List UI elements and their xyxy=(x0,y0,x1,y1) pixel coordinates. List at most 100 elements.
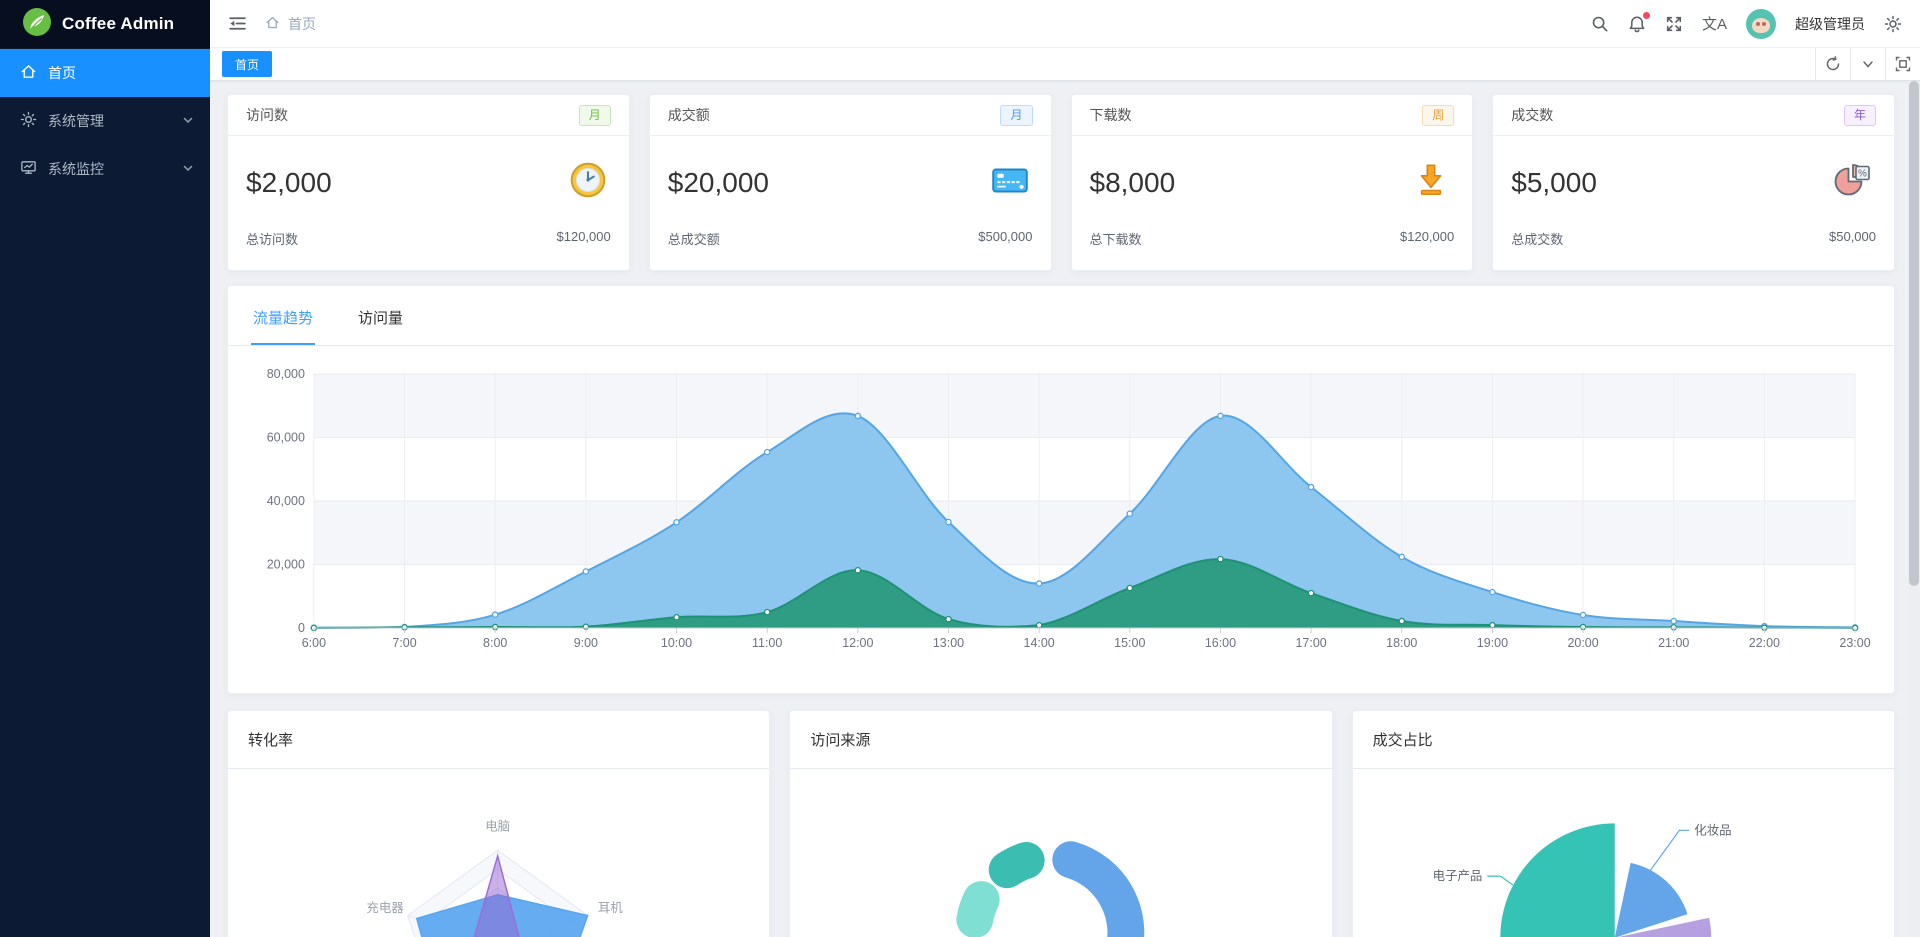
svg-text:7:00: 7:00 xyxy=(392,636,416,650)
sidebar-item-home[interactable]: 首页 xyxy=(0,49,210,97)
clock-icon xyxy=(567,159,609,206)
menu-fold-icon[interactable] xyxy=(228,14,247,33)
svg-text:电子产品: 电子产品 xyxy=(1432,869,1482,883)
sidebar: Coffee Admin 首页 系统管理 xyxy=(0,0,210,937)
fullscreen-icon[interactable] xyxy=(1665,15,1683,33)
svg-text:23:00: 23:00 xyxy=(1839,636,1870,650)
svg-text:40,000: 40,000 xyxy=(267,494,305,508)
svg-text:10:00: 10:00 xyxy=(661,636,692,650)
footer-label: 总成交额 xyxy=(667,232,720,247)
svg-text:化妆品: 化妆品 xyxy=(1694,823,1731,837)
period-badge: 月 xyxy=(1000,104,1033,126)
svg-text:20:00: 20:00 xyxy=(1567,636,1598,650)
scrollbar-thumb[interactable] xyxy=(1909,81,1919,586)
breadcrumb-label: 首页 xyxy=(288,15,316,32)
svg-text:14:00: 14:00 xyxy=(1024,636,1055,650)
refresh-icon[interactable] xyxy=(1815,48,1850,80)
svg-text:22:00: 22:00 xyxy=(1749,636,1780,650)
card-title: 访问来源 xyxy=(810,732,871,749)
tab-traffic-trend[interactable]: 流量趋势 xyxy=(250,307,316,345)
top-navbar: 首页 文A 超级管理员 xyxy=(210,0,1920,48)
period-badge: 周 xyxy=(1422,104,1455,126)
notification-dot xyxy=(1642,11,1650,19)
notification-bell-icon[interactable] xyxy=(1628,11,1650,33)
download-icon xyxy=(1410,159,1452,206)
svg-text:耳机: 耳机 xyxy=(598,901,623,915)
svg-text:19:00: 19:00 xyxy=(1477,636,1508,650)
svg-text:80,000: 80,000 xyxy=(267,367,305,381)
bottom-cards-row: 转化率 电脑 耳机 充电器 访问来源 成交占比 电子产品 化妆品 xyxy=(227,710,1895,937)
period-badge: 年 xyxy=(1843,104,1876,126)
tab-home[interactable]: 首页 xyxy=(222,51,273,77)
monitor-icon xyxy=(20,159,37,179)
traffic-trend-chart: 6:00 7:00 8:00 9:00 10:00 11:00 12:00 13:00 14:0… xyxy=(267,367,1871,650)
svg-text:12:00: 12:00 xyxy=(842,636,873,650)
sidebar-item-label: 首页 xyxy=(48,65,76,81)
footer-value: $50,000 xyxy=(1829,229,1876,244)
stat-card-downloads: 下载数 周 $8,000 总下载数 $120,000 xyxy=(1070,94,1474,271)
footer-value: $120,000 xyxy=(1400,229,1455,244)
spring-leaf-logo-icon xyxy=(22,7,52,42)
svg-text:0: 0 xyxy=(298,621,305,635)
sidebar-item-system-monitor[interactable]: 系统监控 xyxy=(0,145,210,193)
stat-card-visits: 访问数 月 $2,000 xyxy=(227,94,630,271)
visit-source-donut-chart xyxy=(956,841,1145,937)
footer-value: $500,000 xyxy=(978,229,1033,244)
svg-text:9:00: 9:00 xyxy=(574,636,598,650)
tabbar-controls xyxy=(1815,48,1920,80)
home-icon xyxy=(20,63,37,83)
username[interactable]: 超级管理员 xyxy=(1795,15,1865,32)
svg-text:8:00: 8:00 xyxy=(483,636,507,650)
stat-cards-row: 访问数 月 $2,000 xyxy=(227,94,1895,271)
card-title: 访问数 xyxy=(246,107,288,123)
card-title: 成交额 xyxy=(667,107,710,123)
chevron-down-icon xyxy=(182,161,194,177)
avatar[interactable] xyxy=(1746,8,1776,39)
visit-source-card: 访问来源 xyxy=(789,710,1333,937)
maximize-icon[interactable] xyxy=(1885,48,1920,80)
tab-visit-volume[interactable]: 访问量 xyxy=(358,310,404,327)
footer-label: 总下载数 xyxy=(1089,232,1142,247)
trend-panel: 流量趋势 访问量 6:00 7:00 8:00 9:00 10:00 11:00 12:00… xyxy=(227,285,1895,694)
svg-text:60,000: 60,000 xyxy=(267,430,305,444)
vertical-scrollbar[interactable] xyxy=(1908,81,1920,937)
stat-card-deal-count: 成交数 年 $5,000 % 总成交数 xyxy=(1492,94,1895,271)
svg-text:15:00: 15:00 xyxy=(1114,636,1145,650)
search-icon[interactable] xyxy=(1591,15,1609,33)
deal-share-card: 成交占比 电子产品 化妆品 xyxy=(1351,710,1895,937)
svg-text:17:00: 17:00 xyxy=(1295,636,1326,650)
svg-text:%: % xyxy=(1858,169,1867,180)
card-value: $2,000 xyxy=(246,166,332,198)
card-title: 下载数 xyxy=(1089,107,1132,123)
breadcrumb[interactable]: 首页 xyxy=(265,14,316,34)
card-value: $8,000 xyxy=(1089,166,1176,198)
pie-icon: % xyxy=(1830,159,1874,206)
svg-text:21:00: 21:00 xyxy=(1658,636,1689,650)
gear-icon xyxy=(20,111,37,131)
stat-card-deal-amount: 成交额 月 $20,000 xyxy=(648,94,1052,271)
footer-label: 总访问数 xyxy=(246,232,299,247)
translate-icon[interactable]: 文A xyxy=(1701,16,1727,33)
tab-label: 首页 xyxy=(235,57,260,72)
svg-text:16:00: 16:00 xyxy=(1205,636,1236,650)
svg-text:18:00: 18:00 xyxy=(1386,636,1417,650)
svg-text:20,000: 20,000 xyxy=(267,557,305,571)
chevron-down-icon[interactable] xyxy=(1850,48,1885,80)
svg-text:充电器: 充电器 xyxy=(366,900,404,915)
chevron-down-icon xyxy=(182,113,194,129)
tabs-bar: 首页 xyxy=(210,48,1920,81)
footer-label: 总成交数 xyxy=(1511,232,1564,247)
trend-tabs: 流量趋势 访问量 xyxy=(228,286,1894,346)
app-logo: Coffee Admin xyxy=(0,0,210,48)
card-title: 成交占比 xyxy=(1372,732,1433,749)
conversion-rate-card: 转化率 电脑 耳机 充电器 xyxy=(227,710,771,937)
svg-text:电脑: 电脑 xyxy=(485,819,510,833)
svg-text:13:00: 13:00 xyxy=(933,636,964,650)
sidebar-item-system-management[interactable]: 系统管理 xyxy=(0,97,210,145)
svg-text:11:00: 11:00 xyxy=(752,636,782,650)
main-area: 首页 文A 超级管理员 xyxy=(210,0,1920,937)
bank-card-icon xyxy=(989,159,1031,206)
settings-gear-icon[interactable] xyxy=(1884,15,1902,33)
page-content: 访问数 月 $2,000 xyxy=(210,81,1920,937)
